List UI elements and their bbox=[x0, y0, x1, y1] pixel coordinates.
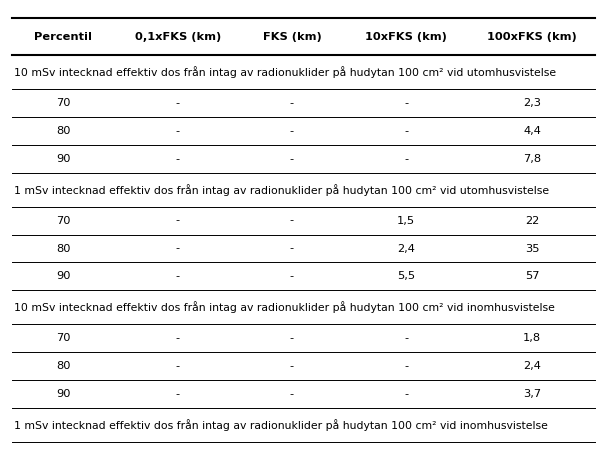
Text: -: - bbox=[290, 333, 294, 343]
Text: 5,5: 5,5 bbox=[397, 272, 415, 281]
Text: 100xFKS (km): 100xFKS (km) bbox=[487, 32, 577, 41]
Text: -: - bbox=[290, 98, 294, 108]
Text: -: - bbox=[175, 333, 180, 343]
Text: FKS (km): FKS (km) bbox=[263, 32, 322, 41]
Text: -: - bbox=[404, 389, 408, 399]
Text: 80: 80 bbox=[56, 244, 70, 253]
Text: 10xFKS (km): 10xFKS (km) bbox=[365, 32, 447, 41]
Text: -: - bbox=[175, 244, 180, 253]
Text: 90: 90 bbox=[56, 272, 70, 281]
Text: -: - bbox=[290, 154, 294, 164]
Text: 3,7: 3,7 bbox=[523, 389, 541, 399]
Text: 2,4: 2,4 bbox=[397, 244, 415, 253]
Text: -: - bbox=[175, 361, 180, 371]
Text: 1 mSv intecknad effektiv dos från intag av radionuklider på hudytan 100 cm² vid : 1 mSv intecknad effektiv dos från intag … bbox=[14, 419, 548, 431]
Text: -: - bbox=[290, 244, 294, 253]
Text: 80: 80 bbox=[56, 126, 70, 136]
Text: 80: 80 bbox=[56, 361, 70, 371]
Text: -: - bbox=[175, 389, 180, 399]
Text: 2,3: 2,3 bbox=[523, 98, 541, 108]
Text: -: - bbox=[404, 98, 408, 108]
Text: -: - bbox=[404, 126, 408, 136]
Text: -: - bbox=[404, 154, 408, 164]
Text: -: - bbox=[404, 333, 408, 343]
Text: 1,5: 1,5 bbox=[397, 216, 415, 226]
Text: 0,1xFKS (km): 0,1xFKS (km) bbox=[135, 32, 221, 41]
Text: 10 mSv intecknad effektiv dos från intag av radionuklider på hudytan 100 cm² vid: 10 mSv intecknad effektiv dos från intag… bbox=[14, 66, 557, 78]
Text: 4,4: 4,4 bbox=[523, 126, 541, 136]
Text: 70: 70 bbox=[56, 216, 70, 226]
Text: -: - bbox=[290, 361, 294, 371]
Text: 10 mSv intecknad effektiv dos från intag av radionuklider på hudytan 100 cm² vid: 10 mSv intecknad effektiv dos från intag… bbox=[14, 301, 555, 313]
Text: 1 mSv intecknad effektiv dos från intag av radionuklider på hudytan 100 cm² vid : 1 mSv intecknad effektiv dos från intag … bbox=[14, 184, 549, 196]
Text: 35: 35 bbox=[525, 244, 539, 253]
Text: -: - bbox=[175, 272, 180, 281]
Text: 1,8: 1,8 bbox=[523, 333, 541, 343]
Text: 90: 90 bbox=[56, 389, 70, 399]
Text: 90: 90 bbox=[56, 154, 70, 164]
Text: -: - bbox=[290, 126, 294, 136]
Text: -: - bbox=[290, 272, 294, 281]
Text: -: - bbox=[175, 126, 180, 136]
Text: 2,4: 2,4 bbox=[523, 361, 541, 371]
Text: -: - bbox=[404, 361, 408, 371]
Text: 70: 70 bbox=[56, 333, 70, 343]
Text: -: - bbox=[175, 154, 180, 164]
Text: -: - bbox=[175, 98, 180, 108]
Text: 70: 70 bbox=[56, 98, 70, 108]
Text: -: - bbox=[290, 389, 294, 399]
Text: 22: 22 bbox=[525, 216, 539, 226]
Text: -: - bbox=[175, 216, 180, 226]
Text: Percentil: Percentil bbox=[34, 32, 93, 41]
Text: 57: 57 bbox=[525, 272, 539, 281]
Text: 7,8: 7,8 bbox=[523, 154, 541, 164]
Text: -: - bbox=[290, 216, 294, 226]
